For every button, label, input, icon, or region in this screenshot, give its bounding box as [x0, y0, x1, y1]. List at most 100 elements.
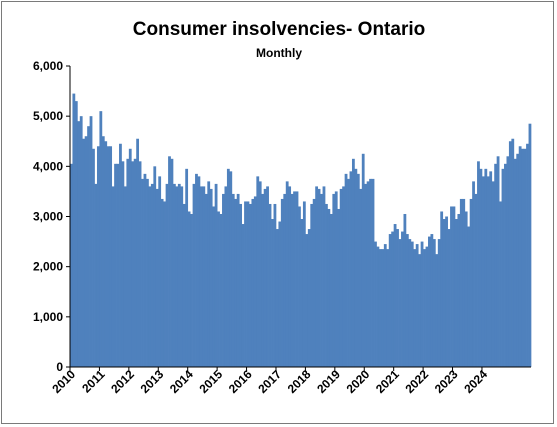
bar: [504, 163, 507, 367]
bar: [452, 206, 456, 367]
bar: [288, 186, 292, 367]
bar: [258, 181, 262, 367]
bar: [354, 168, 358, 367]
bar: [322, 186, 326, 367]
bar: [106, 146, 110, 367]
bar: [114, 163, 117, 367]
bar: [371, 178, 375, 368]
bar: [430, 234, 434, 367]
x-tick-label: 2018: [285, 367, 314, 396]
bar: [383, 244, 387, 367]
bar: [496, 156, 500, 367]
bar: [195, 173, 198, 367]
x-tick-label: 2020: [344, 367, 373, 396]
bar: [374, 241, 377, 367]
bar: [310, 203, 314, 367]
bar: [486, 176, 490, 367]
bar: [77, 121, 81, 368]
bar: [388, 234, 392, 367]
bar: [261, 193, 265, 367]
bar: [494, 163, 498, 367]
bar: [369, 178, 372, 368]
bar: [99, 111, 103, 368]
bar: [234, 198, 238, 367]
bar: [408, 239, 412, 367]
bar: [334, 191, 338, 367]
x-tick-label: 2016: [226, 367, 255, 396]
bar: [239, 203, 242, 367]
bar: [278, 221, 282, 367]
bar: [96, 146, 100, 367]
bar: [312, 198, 316, 367]
bar: [479, 168, 483, 367]
bar: [212, 206, 216, 367]
bar: [349, 171, 353, 367]
bar: [445, 216, 448, 367]
bar: [109, 146, 113, 367]
bar: [111, 186, 115, 367]
y-tick-label: 5,000: [33, 109, 63, 123]
bar: [101, 136, 105, 367]
bar: [320, 193, 323, 367]
bar: [459, 198, 463, 367]
bar: [344, 173, 348, 367]
bar: [378, 249, 382, 367]
bar: [219, 213, 223, 367]
bar: [87, 126, 90, 367]
bar: [185, 168, 189, 367]
bar: [432, 239, 436, 367]
bar: [420, 241, 424, 367]
bar: [126, 158, 130, 367]
bar: [506, 156, 510, 367]
bar: [425, 246, 429, 367]
bar: [104, 141, 108, 367]
bar: [491, 181, 495, 367]
bar: [526, 143, 529, 367]
bar: [393, 224, 397, 367]
bar: [442, 219, 446, 367]
bar: [440, 211, 444, 367]
bar: [327, 208, 331, 367]
bar: [131, 161, 135, 367]
bar: [190, 213, 193, 367]
bar: [136, 138, 140, 367]
bar: [214, 183, 218, 367]
bar: [428, 236, 431, 367]
bar: [337, 208, 341, 367]
bar: [405, 234, 409, 367]
bar: [133, 158, 137, 367]
bar: [457, 213, 461, 367]
bar: [477, 161, 480, 367]
bar: [508, 141, 512, 367]
bar: [403, 213, 407, 367]
bar: [528, 123, 532, 367]
bar: [128, 148, 132, 367]
bar: [513, 158, 517, 367]
x-tick-label: 2021: [373, 367, 402, 396]
bar: [84, 136, 88, 367]
bar: [160, 198, 164, 367]
bar: [123, 186, 127, 367]
bar: [450, 206, 453, 367]
bar: [251, 198, 255, 367]
bar: [153, 166, 157, 367]
bar: [197, 176, 201, 367]
bar: [263, 188, 267, 367]
bar: [435, 254, 439, 368]
bar: [209, 188, 213, 367]
bar: [275, 229, 279, 367]
bar: [172, 183, 176, 367]
bar: [332, 193, 336, 367]
bar: [79, 116, 83, 367]
bar: [290, 193, 294, 367]
bar: [138, 161, 142, 367]
bar: [141, 178, 144, 368]
bar: [401, 231, 404, 367]
bar: [249, 203, 252, 367]
bar: [356, 173, 360, 367]
bar: [199, 186, 203, 367]
bar: [241, 224, 245, 367]
bar: [499, 201, 502, 367]
bar: [187, 211, 191, 367]
